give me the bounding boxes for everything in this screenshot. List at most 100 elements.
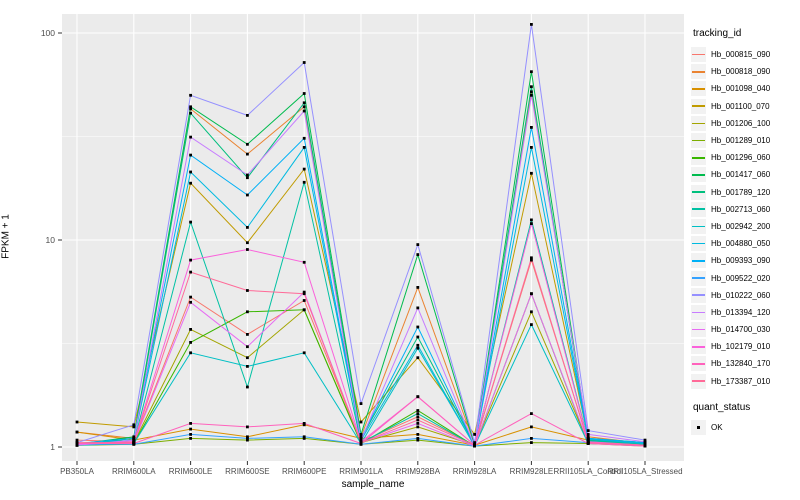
data-point <box>246 248 249 251</box>
data-point <box>416 343 420 347</box>
data-point <box>302 422 306 425</box>
legend-key-line-icon <box>692 53 705 56</box>
data-point <box>246 289 249 292</box>
data-point <box>189 341 192 344</box>
legend-label: Hb_014700_030 <box>711 325 771 335</box>
data-point <box>189 153 192 157</box>
x-tick-label: RRIM928LE <box>510 467 554 476</box>
data-point <box>246 241 249 245</box>
data-point <box>643 440 647 444</box>
legend-key <box>691 218 706 234</box>
data-point <box>416 286 420 289</box>
data-point <box>530 292 533 296</box>
legend-item-Hb_132840_170: Hb_132840_170 <box>691 355 799 372</box>
data-point <box>530 323 533 326</box>
data-point <box>359 420 363 424</box>
legend-label: Hb_001098_040 <box>711 84 771 94</box>
legend-label: Hb_001289_010 <box>711 136 771 146</box>
legend-key <box>691 287 706 303</box>
legend-label: Hb_001296_060 <box>711 153 771 163</box>
data-point <box>132 441 136 444</box>
data-point <box>586 435 590 439</box>
data-point <box>473 433 476 436</box>
legend-key <box>691 81 706 97</box>
data-point <box>246 435 249 439</box>
data-point <box>530 171 533 175</box>
legend-label: Hb_009393_090 <box>711 256 771 266</box>
data-point <box>416 438 420 442</box>
data-point <box>302 435 306 439</box>
data-point <box>530 90 533 94</box>
legend-label: Hb_001100_070 <box>711 101 770 111</box>
legend-key-line-icon <box>692 174 705 176</box>
legend-label: Hb_004880_050 <box>711 239 771 249</box>
quant-status-label: OK <box>711 422 723 432</box>
legend-key-line-icon <box>692 363 705 365</box>
legend-item-Hb_013394_120: Hb_013394_120 <box>691 304 799 321</box>
legend-label: Hb_013394_120 <box>711 307 771 317</box>
data-point <box>530 256 533 260</box>
data-point <box>473 443 476 447</box>
legend-label: Hb_001789_120 <box>711 187 771 197</box>
data-point <box>132 423 136 427</box>
data-point <box>189 422 192 425</box>
data-point <box>473 441 476 444</box>
data-point <box>530 425 533 429</box>
data-point <box>416 356 420 360</box>
data-point <box>416 437 420 440</box>
legend-key-line-icon <box>692 294 705 296</box>
data-point <box>359 433 363 436</box>
data-point <box>246 425 249 429</box>
legend-key-line-icon <box>692 260 705 262</box>
legend: tracking_id Hb_000815_090 Hb_000818_090 Hb… <box>691 28 799 436</box>
data-point <box>189 328 192 331</box>
legend-item-Hb_173387_010: Hb_173387_010 <box>691 373 799 390</box>
data-point <box>302 292 306 296</box>
data-point <box>302 299 306 302</box>
x-tick-label: PB350LA <box>60 467 94 476</box>
panel-background <box>62 14 684 461</box>
legend-key <box>691 133 706 149</box>
legend-item-Hb_004880_050: Hb_004880_050 <box>691 235 799 252</box>
data-point <box>189 437 192 440</box>
data-point <box>302 136 306 140</box>
legend-label: Hb_001206_100 <box>711 118 771 128</box>
data-point <box>586 437 590 440</box>
legend-key-line-icon <box>692 88 705 90</box>
data-point <box>246 437 249 440</box>
data-point <box>416 433 420 436</box>
data-point <box>359 441 363 444</box>
data-point <box>359 435 363 439</box>
data-point <box>132 425 136 429</box>
data-point <box>530 412 533 415</box>
legend-key-line-icon <box>692 328 705 331</box>
data-point <box>189 105 192 109</box>
legend-label: Hb_009522_020 <box>711 273 771 283</box>
data-point <box>302 61 306 64</box>
legend-key-line-icon <box>692 156 705 159</box>
data-point <box>189 111 192 115</box>
data-point <box>302 308 306 312</box>
legend-key-line-icon <box>692 70 705 73</box>
data-point <box>189 135 192 139</box>
data-point <box>359 402 363 405</box>
legend-item-Hb_001206_100: Hb_001206_100 <box>691 115 799 132</box>
legend-key-line-icon <box>692 105 705 107</box>
data-point <box>416 418 420 422</box>
data-point <box>530 218 533 222</box>
data-point <box>302 101 306 105</box>
data-point <box>416 415 420 419</box>
data-point <box>246 142 249 146</box>
legend-label: Hb_002713_060 <box>711 204 771 214</box>
data-point <box>416 325 420 329</box>
legend-key <box>691 64 706 80</box>
data-point <box>246 365 249 368</box>
data-point <box>530 126 533 129</box>
legend-key <box>691 98 706 114</box>
legend-item-Hb_002713_060: Hb_002713_060 <box>691 201 799 218</box>
data-point <box>586 433 590 436</box>
data-point <box>246 385 249 389</box>
data-point <box>132 437 136 440</box>
x-tick-label: RRIM600LA <box>112 467 156 476</box>
